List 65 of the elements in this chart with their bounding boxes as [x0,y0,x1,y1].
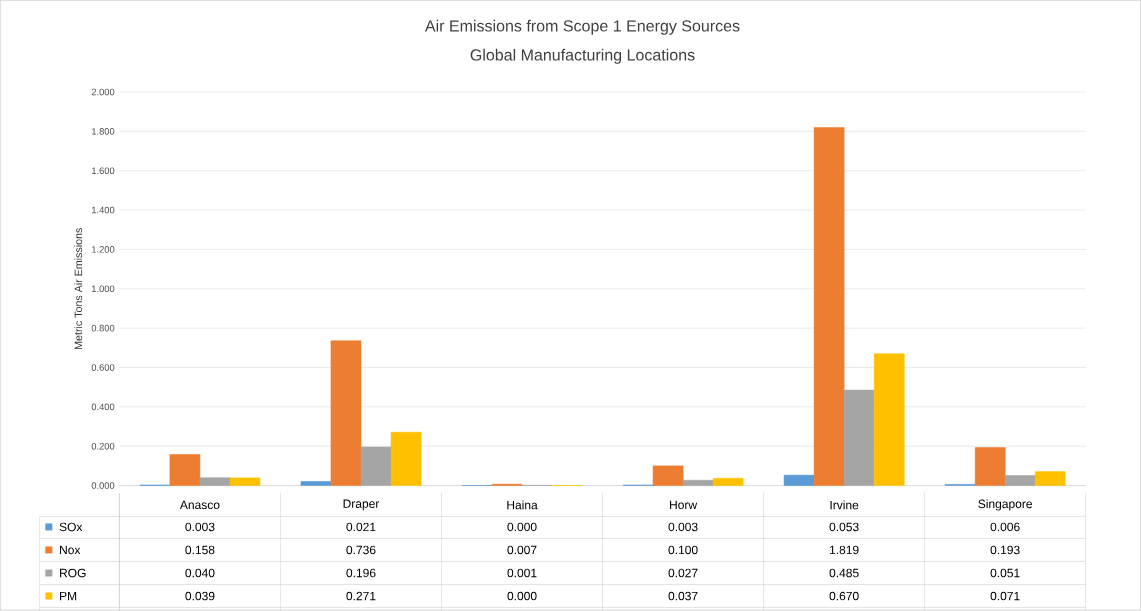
bar [843,389,875,486]
data-label: 0.021 [346,522,376,532]
bar [652,465,684,486]
data-label: 1.819 [829,545,859,555]
data-label: 0.071 [990,591,1020,601]
bar [873,353,905,486]
y-tick-label: 0.800 [91,324,115,332]
data-label: 0.051 [990,568,1020,578]
bar [199,477,231,486]
x-tick-label: Irvine [830,500,859,510]
x-tick-label: Draper [343,499,380,511]
data-label: 0.158 [185,545,215,555]
data-label: 0.000 [507,522,537,532]
x-tick-label: Haina [507,500,538,510]
legend-label: Nox [60,545,81,555]
data-label: 0.027 [668,568,698,578]
bar [682,479,714,486]
y-tick-label: 1.200 [92,245,115,253]
y-tick-label: 0.200 [91,442,115,450]
bar [300,480,332,486]
data-label: 0.037 [668,591,698,601]
data-label: 0.670 [829,591,859,601]
x-tick-label: Horw [670,500,698,509]
data-label: 0.485 [829,568,859,578]
bar [813,127,845,486]
x-tick-label: Singapore [978,499,1032,511]
data-label: 0.053 [829,522,859,532]
bar [169,454,201,486]
data-label: 0.003 [668,522,698,532]
data-label: 0.193 [990,545,1020,555]
legend-label: SOx [59,522,83,532]
y-tick-label: 0.000 [91,482,115,489]
data-label: 0.006 [990,522,1020,532]
bar [1004,475,1036,486]
legend-label: PM [60,591,77,600]
y-tick-label: 2.000 [91,88,115,96]
data-label: 0.196 [346,568,376,578]
y-tick-label: 1.400 [92,206,115,214]
y-tick-label: 1.000 [92,285,115,292]
data-label: 0.007 [507,545,537,555]
bar [229,477,261,486]
bar [712,477,744,486]
bar [974,447,1006,486]
bar [330,340,362,486]
bar [1034,471,1066,486]
data-label: 0.000 [507,591,537,601]
legend-label: ROG [60,568,86,578]
y-axis-title: Metric Tons Air Emissions [74,227,83,349]
bar [783,474,815,486]
chart-title: Air Emissions from Scope 1 Energy Sources [424,19,740,35]
data-label: 0.001 [507,568,537,578]
data-label: 0.003 [185,522,215,532]
y-tick-label: 0.600 [91,364,115,371]
bar [390,431,422,486]
chart-subtitle: Global Manufacturing Locations [470,48,695,64]
data-label: 0.271 [346,591,376,601]
bar [360,446,392,486]
y-tick-label: 1.600 [92,167,115,174]
data-label: 0.100 [668,545,698,555]
data-label: 0.736 [346,545,376,555]
data-label: 0.039 [185,591,215,601]
data-label: 0.040 [185,568,215,578]
y-tick-label: 0.400 [91,403,115,410]
y-tick-label: 1.800 [92,127,115,135]
x-tick-label: Anasco [179,500,220,509]
